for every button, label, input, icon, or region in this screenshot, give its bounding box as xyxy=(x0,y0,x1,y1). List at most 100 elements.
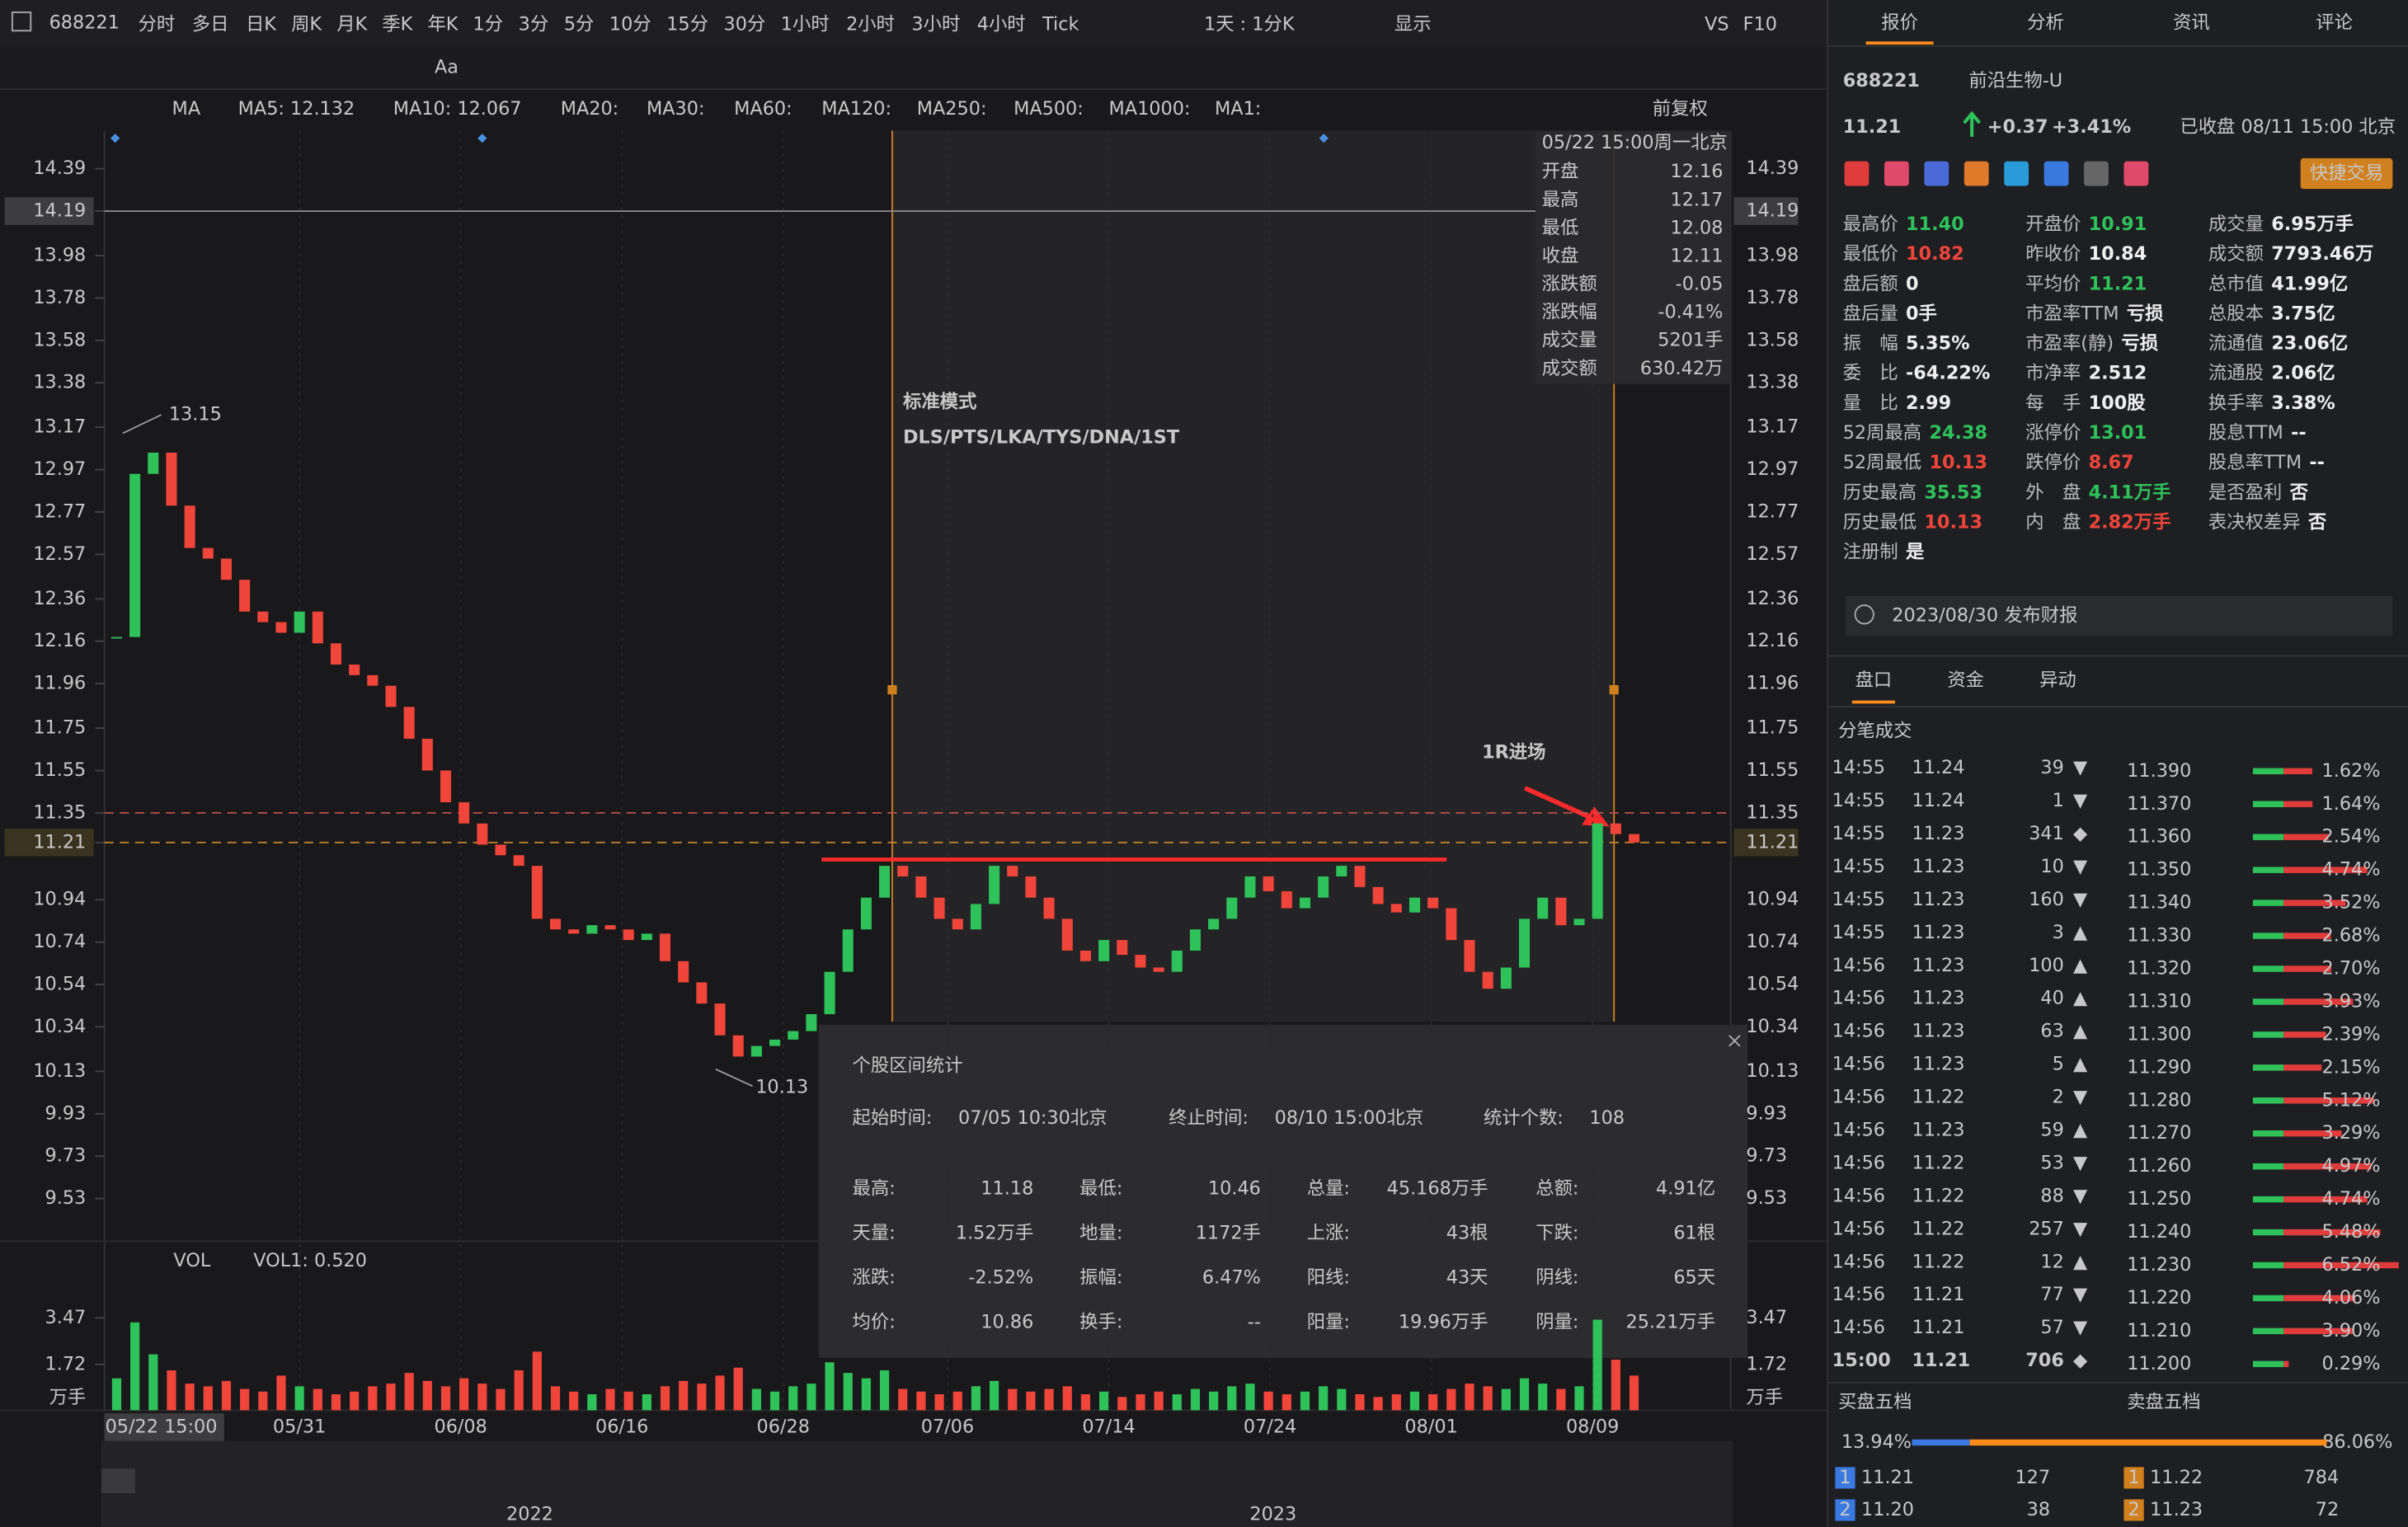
period-tab[interactable]: 5分 xyxy=(564,13,595,35)
fundamental-label: 涨停价 xyxy=(2025,422,2081,444)
volume-bar xyxy=(1263,1391,1273,1411)
level-bar xyxy=(2283,1229,2381,1236)
sub-tab[interactable]: 盘口 xyxy=(1855,670,1893,691)
report-bar[interactable] xyxy=(1846,595,2393,637)
level-pct: 2.68% xyxy=(2322,925,2381,947)
badge xyxy=(1844,161,1869,186)
range-handle[interactable] xyxy=(887,684,897,695)
trade-direction: ▼ xyxy=(2073,1152,2088,1173)
stats-label: 终止时间: xyxy=(1169,1107,1249,1129)
display-menu[interactable]: 显示 xyxy=(1394,13,1432,35)
period-tab[interactable]: 4小时 xyxy=(977,13,1026,35)
level-bar xyxy=(2283,1097,2374,1104)
level-pct: 3.29% xyxy=(2322,1122,2381,1144)
candle xyxy=(166,452,177,506)
level-bar xyxy=(2283,867,2368,873)
range-handle[interactable] xyxy=(1609,684,1619,695)
candle xyxy=(477,823,488,845)
period-tab[interactable]: 10分 xyxy=(609,13,651,35)
vol-tick-label: 1.72 xyxy=(45,1353,87,1374)
report-notice[interactable]: 2023/08/30 发布财报 xyxy=(1892,605,2077,627)
fundamental-label: 市盈率TTM xyxy=(2025,303,2119,324)
y-tick-label-right: 13.38 xyxy=(1746,372,1799,393)
f10-button[interactable]: F10 xyxy=(1743,13,1777,35)
trade-time: 14:56 xyxy=(1832,1251,1885,1272)
period-tab[interactable]: 2小时 xyxy=(846,13,895,35)
level-price: 11.220 xyxy=(2127,1287,2191,1309)
quick-trade-button[interactable] xyxy=(2300,157,2393,190)
level-pct: 3.93% xyxy=(2322,990,2381,1012)
period-tab[interactable]: 多日 xyxy=(192,13,229,35)
fundamental-item: 历史最低 10.13 xyxy=(1843,511,1982,533)
volume-bar xyxy=(1483,1386,1493,1411)
period-tab[interactable]: 30分 xyxy=(723,13,765,35)
sub-tab[interactable]: 异动 xyxy=(2039,670,2076,691)
timeline[interactable] xyxy=(101,1440,1733,1527)
period-tab[interactable]: 年K xyxy=(427,13,459,35)
period-tab[interactable]: 3小时 xyxy=(911,13,960,35)
fundamental-label: 成交额 xyxy=(2208,243,2264,265)
close-icon[interactable] xyxy=(1728,1035,1741,1047)
period-tab[interactable]: 月K xyxy=(336,13,368,35)
vol-unit-right: 万手 xyxy=(1746,1387,1783,1408)
timeline-handle[interactable] xyxy=(101,1468,135,1494)
level-bar xyxy=(2283,1294,2356,1302)
level-bar-cap xyxy=(2252,801,2284,807)
period-tab[interactable]: 3分 xyxy=(519,13,549,35)
level-bar xyxy=(2283,1064,2322,1071)
candle xyxy=(1464,940,1475,972)
trade-volume: 88 xyxy=(2040,1185,2063,1206)
fundamental-label: 总股本 xyxy=(2208,303,2264,324)
volume-bar xyxy=(514,1370,524,1411)
volume-bar xyxy=(934,1394,944,1411)
period-tab[interactable]: 1小时 xyxy=(781,13,830,35)
period-tab[interactable]: 15分 xyxy=(666,13,708,35)
trade-direction: ▼ xyxy=(2073,790,2088,811)
panel-tab[interactable]: 分析 xyxy=(2027,12,2064,33)
period-tab[interactable]: 1分 xyxy=(473,13,504,35)
stats-label: 阴量: xyxy=(1536,1312,1578,1333)
quick-trade[interactable]: 快捷交易 xyxy=(2310,162,2383,184)
tooltip-label: 收盘 xyxy=(1542,245,1579,266)
volume-bar xyxy=(386,1384,396,1411)
level-bar-cap xyxy=(2252,1327,2284,1335)
level-price: 11.260 xyxy=(2127,1155,2191,1177)
fundamental-label: 最高价 xyxy=(1843,214,1898,235)
level-price: 11.340 xyxy=(2127,892,2191,914)
period-tab[interactable]: 日K xyxy=(246,13,277,35)
period-tab[interactable]: 周K xyxy=(291,13,322,35)
panel-tab[interactable]: 资讯 xyxy=(2173,12,2210,33)
panel-tab[interactable]: 报价 xyxy=(1881,12,1918,33)
volume-bar xyxy=(1501,1388,1511,1411)
adjust-mode[interactable]: 前复权 xyxy=(1653,98,1708,120)
volume-bar xyxy=(1409,1391,1420,1411)
book-price: 11.21 xyxy=(1861,1467,1914,1488)
period-tab[interactable]: 季K xyxy=(382,13,413,35)
stats-value: 43天 xyxy=(1446,1267,1489,1289)
book-price: 11.23 xyxy=(2150,1499,2203,1520)
period-tab[interactable]: 分时 xyxy=(139,13,176,35)
candle xyxy=(367,674,379,686)
fundamental-label: 盘后量 xyxy=(1843,303,1898,324)
range-select[interactable]: 1天 : 1分K xyxy=(1204,13,1296,35)
volume-bar xyxy=(952,1391,962,1411)
fundamental-value: 10.13 xyxy=(1929,452,1987,473)
tool-bar xyxy=(0,45,1828,90)
panel-tab[interactable]: 评论 xyxy=(2316,12,2353,33)
vol-tick-label-right: 3.47 xyxy=(1746,1307,1787,1328)
y-tick-label: 10.74 xyxy=(33,931,86,952)
stats-label: 阳量: xyxy=(1307,1312,1350,1333)
candle xyxy=(952,919,963,930)
text-tool[interactable]: Aa xyxy=(435,56,459,78)
volume-bar xyxy=(532,1351,542,1411)
fundamental-value: 0 xyxy=(1906,273,1919,294)
y-tick-label: 9.73 xyxy=(45,1145,87,1167)
crosshair-box xyxy=(4,197,94,225)
period-tab[interactable]: Tick xyxy=(1042,13,1079,35)
sub-tab[interactable]: 资金 xyxy=(1947,670,1984,691)
ma-item: MA1: xyxy=(1215,98,1261,120)
vs-button[interactable]: VS xyxy=(1705,13,1728,35)
last-price-box xyxy=(1733,829,1799,857)
candle xyxy=(604,925,616,930)
